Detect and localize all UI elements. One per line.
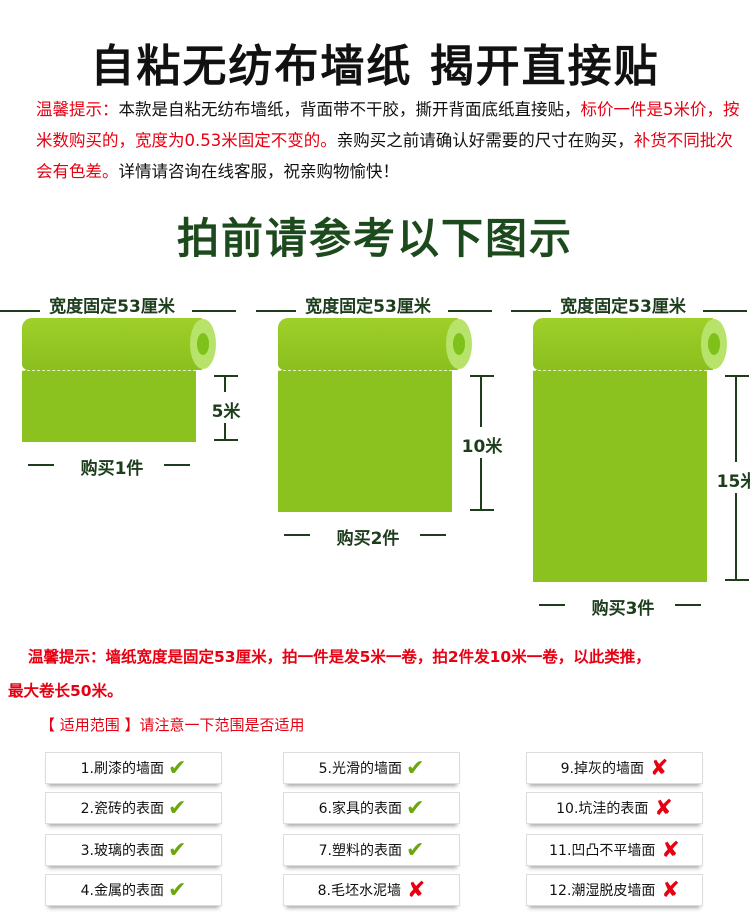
length-tick-bottom: [470, 509, 494, 511]
surface-item: 10.坑洼的表面 ✘: [526, 792, 703, 824]
range-note: 请注意一下范围是否适用: [139, 716, 305, 734]
notice-text: 温馨提示：本款是自粘无纺布墙纸，背面带不干胶，撕开背面底纸直接贴，标价一件是5米…: [22, 94, 742, 187]
surface-label: 8.毛坯水泥墙: [317, 883, 401, 899]
buy-label: 购买1件: [80, 459, 144, 479]
surface-item: 11.凹凸不平墙面 ✘: [526, 834, 703, 866]
subtitle: 拍前请参考以下图示: [176, 214, 573, 263]
buy-line-right: [420, 534, 446, 536]
surface-label: 12.潮湿脱皮墙面: [549, 883, 656, 899]
buy-line-left: [28, 464, 54, 466]
width-line-right: [192, 310, 236, 312]
buy-line-left: [539, 604, 565, 606]
surface-item: 7.塑料的表面 ✔: [283, 834, 460, 866]
unrolled-sheet: [22, 370, 196, 442]
length-tick-bottom: [725, 579, 749, 581]
check-icon: ✔: [167, 837, 187, 863]
check-icon: ✔: [167, 755, 187, 781]
roll-end-cap: [190, 319, 216, 369]
notice-red-2: 补货不同批次会有色差。: [36, 131, 733, 181]
surface-item: 6.家具的表面 ✔: [283, 792, 460, 824]
roll-cylinder: [22, 318, 202, 370]
page-title: 自粘无纺布墙纸 揭开直接贴: [90, 41, 660, 92]
surface-item: 2.瓷砖的表面 ✔: [45, 792, 222, 824]
notice-label: 温馨提示：: [36, 100, 119, 119]
length-line-top: [735, 376, 737, 462]
roll-cylinder: [533, 318, 713, 370]
cross-icon: ✘: [661, 877, 680, 903]
surface-item: 1.刷漆的墙面 ✔: [45, 752, 222, 784]
surface-item: 8.毛坯水泥墙 ✘: [283, 874, 460, 906]
length-line-bottom: [480, 458, 482, 509]
length-tick-bottom: [214, 439, 238, 441]
length-line-top: [224, 376, 226, 392]
buy-label: 购买2件: [336, 529, 400, 549]
surface-label: 4.金属的表面: [80, 883, 164, 899]
unrolled-sheet: [533, 370, 707, 582]
width-line-right: [448, 310, 492, 312]
check-icon: ✔: [405, 755, 425, 781]
notice-text-2: 亲购买之前请确认好需要的尺寸在购买，: [336, 131, 634, 150]
notice-text-3: 详情请咨询在线客服，祝亲购物愉快！: [118, 162, 400, 181]
length-line-top: [480, 376, 482, 427]
surface-item: 5.光滑的墙面 ✔: [283, 752, 460, 784]
range-title: 【 适用范围 】: [40, 716, 140, 734]
notice-red-1: 标价一件是5米价，按米数购买的，宽度为0.53米固定不变的。: [36, 100, 740, 150]
width-line-left: [256, 310, 296, 312]
roll-end-cap: [446, 319, 472, 369]
width-line-right: [703, 310, 747, 312]
length-line-bottom: [735, 493, 737, 579]
length-tick-top: [470, 375, 494, 377]
surface-label: 2.瓷砖的表面: [80, 801, 164, 817]
surface-label: 10.坑洼的表面: [556, 801, 649, 817]
surface-label: 1.刷漆的墙面: [80, 761, 164, 777]
surface-item: 4.金属的表面 ✔: [45, 874, 222, 906]
length-label: 5米: [211, 402, 241, 422]
width-line-left: [511, 310, 551, 312]
length-tick-top: [725, 375, 749, 377]
check-icon: ✔: [405, 795, 425, 821]
check-icon: ✔: [405, 837, 425, 863]
tip-text: 温馨提示：墙纸宽度是固定53厘米，拍一件是发5米一卷，拍2件发10米一卷，以此类…: [8, 640, 748, 708]
surface-item: 9.掉灰的墙面 ✘: [526, 752, 703, 784]
length-label: 15米: [716, 472, 750, 492]
check-icon: ✔: [167, 877, 187, 903]
unrolled-sheet: [278, 370, 452, 512]
surface-label: 6.家具的表面: [318, 801, 402, 817]
cross-icon: ✘: [661, 837, 680, 863]
surface-label: 5.光滑的墙面: [318, 761, 402, 777]
width-label: 宽度固定53厘米: [560, 297, 686, 317]
length-label: 10米: [461, 437, 503, 457]
surface-label: 11.凹凸不平墙面: [549, 843, 656, 859]
cross-icon: ✘: [654, 795, 673, 821]
buy-line-right: [675, 604, 701, 606]
buy-line-left: [284, 534, 310, 536]
surface-label: 3.玻璃的表面: [80, 843, 164, 859]
cross-icon: ✘: [406, 877, 426, 903]
surface-item: 3.玻璃的表面 ✔: [45, 834, 222, 866]
tip-line-1: 温馨提示：墙纸宽度是固定53厘米，拍一件是发5米一卷，拍2件发10米一卷，以此类…: [28, 648, 651, 666]
width-label: 宽度固定53厘米: [49, 297, 175, 317]
length-tick-top: [214, 375, 238, 377]
cross-icon: ✘: [649, 755, 669, 781]
surface-label: 9.掉灰的墙面: [560, 761, 644, 777]
surface-label: 7.塑料的表面: [318, 843, 402, 859]
roll-cylinder: [278, 318, 458, 370]
width-label: 宽度固定53厘米: [305, 297, 431, 317]
tip-line-2: 最大卷长50米。: [8, 682, 123, 700]
notice-text-1: 本款是自粘无纺布墙纸，背面带不干胶，撕开背面底纸直接贴，: [118, 100, 581, 119]
length-line-bottom: [224, 423, 226, 439]
buy-label: 购买3件: [591, 599, 655, 619]
roll-end-cap: [701, 319, 727, 369]
buy-line-right: [164, 464, 190, 466]
surface-item: 12.潮湿脱皮墙面 ✘: [526, 874, 703, 906]
range-heading: 【 适用范围 】请注意一下范围是否适用: [40, 714, 305, 735]
width-line-left: [0, 310, 40, 312]
check-icon: ✔: [167, 795, 187, 821]
